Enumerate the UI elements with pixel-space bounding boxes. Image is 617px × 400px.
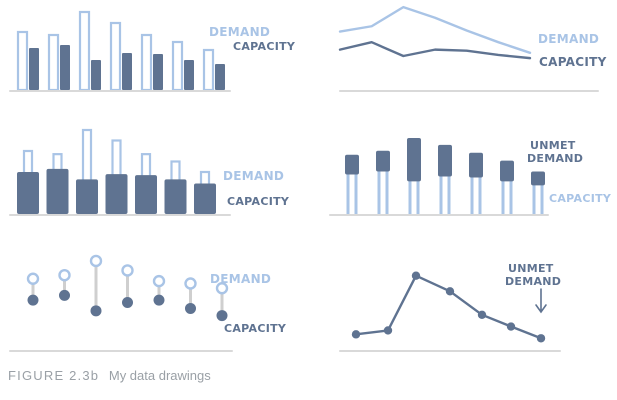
p1-capacity-bar — [215, 64, 225, 90]
p3-capacity-bar — [105, 174, 128, 214]
p5-capacity-dot — [153, 294, 165, 306]
p3-capacity-bar — [46, 168, 69, 214]
p5-demand-dot — [58, 268, 71, 282]
p1-capacity-bar — [122, 53, 132, 90]
p1-capacity-bar — [91, 60, 101, 90]
panel-dot-plot — [9, 254, 233, 352]
p4-unmet-label-2: DEMAND — [527, 152, 583, 165]
p3-capacity-bar — [17, 172, 39, 214]
panel-overlapping-bars — [9, 128, 231, 216]
p6-unmet-point — [445, 287, 455, 296]
p4-unmet-bar — [407, 137, 421, 182]
p6-unmet-point — [536, 334, 546, 343]
p5-demand-dot — [152, 274, 166, 288]
p5-capacity-dot — [59, 289, 70, 301]
p4-unmet-bar — [376, 150, 390, 172]
p2-demand-line — [338, 5, 532, 55]
figure-caption: FIGURE 2.3b My data drawings — [8, 368, 211, 383]
p6-unmet-label-2: DEMAND — [505, 275, 561, 288]
p5-capacity-dot — [27, 294, 39, 306]
p4-unmet-bar — [531, 171, 545, 186]
p5-capacity-dot — [185, 302, 196, 314]
p2-capacity-line — [338, 40, 532, 60]
p6-unmet-point — [477, 310, 487, 319]
p1-capacity-bar — [60, 45, 70, 90]
p4-unmet-bar — [469, 152, 483, 178]
p5-demand-dot — [89, 254, 103, 268]
p3-demand-label: DEMAND — [223, 169, 284, 183]
p6-unmet-point — [351, 330, 361, 339]
p1-demand-bar — [202, 48, 215, 92]
p4-unmet-bar — [500, 160, 514, 182]
panel-two-lines — [338, 5, 599, 92]
p1-capacity-bar — [153, 54, 163, 90]
p6-unmet-point — [506, 322, 516, 331]
p3-capacity-label: CAPACITY — [227, 195, 290, 208]
figure-caption-text: My data drawings — [108, 368, 211, 383]
p2-demand-label: DEMAND — [538, 32, 599, 46]
p4-capacity-label: CAPACITY — [549, 192, 612, 205]
p5-capacity-label: CAPACITY — [224, 322, 287, 335]
p1-demand-label: DEMAND — [209, 25, 270, 39]
p5-demand-dot — [184, 277, 197, 290]
p3-capacity-bar — [135, 175, 157, 214]
p4-unmet-label-1: UNMET — [530, 139, 576, 152]
p5-demand-dot — [26, 272, 40, 285]
p6-unmet-arrow-icon — [535, 288, 547, 314]
p5-demand-dot — [215, 282, 229, 295]
p1-capacity-bar — [184, 60, 194, 90]
panel-side-by-side-bars — [9, 10, 231, 92]
p5-capacity-dot — [90, 305, 102, 317]
p6-unmet-point — [411, 271, 421, 280]
p1-demand-bar — [16, 30, 29, 92]
p3-capacity-bar — [76, 179, 98, 214]
p5-demand-label: DEMAND — [210, 272, 271, 286]
p1-demand-bar — [171, 40, 184, 92]
p1-capacity-bar — [29, 48, 39, 90]
p1-demand-bar — [140, 33, 153, 92]
p4-unmet-bar — [345, 154, 359, 175]
p1-demand-bar — [47, 33, 60, 92]
p3-capacity-bar — [194, 183, 216, 214]
p6-unmet-point — [383, 326, 393, 335]
p4-unmet-bar — [438, 144, 452, 177]
p2-capacity-label: CAPACITY — [539, 55, 607, 69]
p5-demand-dot — [121, 264, 134, 277]
p1-demand-bar — [78, 10, 91, 92]
panel-unmet-stacked-bars — [329, 137, 549, 216]
p5-capacity-dot — [122, 297, 133, 308]
panel-unmet-line — [339, 271, 561, 352]
p1-capacity-label: CAPACITY — [233, 40, 296, 53]
p1-demand-bar — [109, 21, 122, 92]
p6-unmet-label-1: UNMET — [508, 262, 554, 275]
p3-capacity-bar — [164, 179, 187, 214]
p5-capacity-dot — [216, 310, 228, 322]
figure-number: FIGURE 2.3b — [8, 368, 100, 383]
